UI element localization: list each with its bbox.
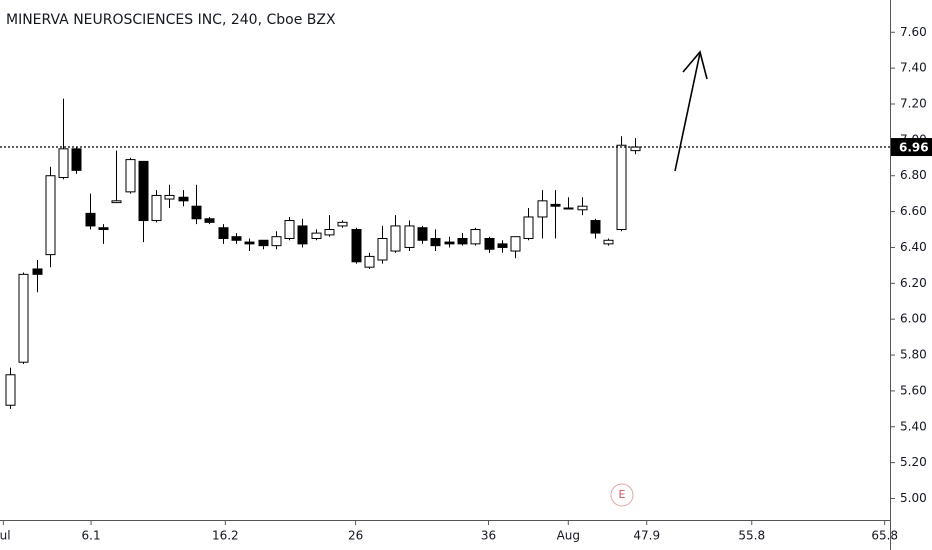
candle-body bbox=[325, 230, 334, 235]
candle-body bbox=[205, 219, 214, 223]
candle-body bbox=[112, 201, 121, 203]
candle-body bbox=[232, 237, 241, 241]
candle-body bbox=[551, 204, 560, 206]
y-tick-label: 5.40 bbox=[900, 419, 927, 433]
candle-body bbox=[126, 160, 135, 192]
candle-body bbox=[272, 237, 281, 246]
candle-body bbox=[298, 226, 307, 244]
last-price-label: 6.96 bbox=[899, 141, 929, 155]
y-tick-label: 7.60 bbox=[900, 25, 927, 39]
candle-body bbox=[431, 238, 440, 245]
y-tick-label: 6.60 bbox=[900, 204, 927, 218]
candle-body bbox=[458, 238, 467, 243]
candle-body bbox=[72, 149, 81, 171]
candle-body bbox=[617, 145, 626, 229]
candle-body bbox=[33, 269, 42, 274]
candle-body bbox=[445, 242, 454, 244]
x-tick-label: 55.8 bbox=[738, 529, 765, 543]
y-tick-label: 7.40 bbox=[900, 61, 927, 75]
background bbox=[0, 0, 932, 550]
candle-body bbox=[485, 238, 494, 249]
candle-body bbox=[285, 221, 294, 239]
y-tick-label: 5.20 bbox=[900, 455, 927, 469]
candle-body bbox=[152, 195, 161, 220]
candle-body bbox=[471, 230, 480, 244]
candle-body bbox=[511, 237, 520, 251]
x-tick-label: 65.8 bbox=[871, 529, 898, 543]
x-tick-label: Jul bbox=[0, 529, 11, 543]
candle-body bbox=[165, 195, 174, 199]
candle-body bbox=[338, 222, 347, 226]
candle-body bbox=[86, 213, 95, 226]
y-tick-label: 6.80 bbox=[900, 168, 927, 182]
candle-body bbox=[564, 208, 573, 209]
candle-body bbox=[391, 226, 400, 251]
x-tick-label: 16.2 bbox=[212, 529, 239, 543]
page: {"chart_data": { "type": "candlestick", … bbox=[0, 0, 932, 550]
candle-body bbox=[259, 240, 268, 245]
candle-body bbox=[378, 238, 387, 260]
x-tick-label: 47.9 bbox=[633, 529, 660, 543]
candle-body bbox=[192, 206, 201, 219]
candle-body bbox=[59, 149, 68, 178]
candle-body bbox=[405, 226, 414, 248]
y-tick-label: 5.60 bbox=[900, 383, 927, 397]
candle-body bbox=[312, 233, 321, 238]
candle-body bbox=[604, 240, 613, 244]
candle-body bbox=[365, 256, 374, 267]
candle-body bbox=[245, 242, 254, 244]
y-tick-label: 6.20 bbox=[900, 276, 927, 290]
candle-body bbox=[19, 274, 28, 362]
candle-body bbox=[538, 201, 547, 217]
candle-body bbox=[6, 375, 15, 405]
candle-body bbox=[179, 197, 188, 201]
candle-body bbox=[219, 228, 228, 239]
candle-body bbox=[46, 176, 55, 255]
candle-body bbox=[99, 228, 108, 230]
y-tick-label: 5.80 bbox=[900, 348, 927, 362]
x-tick-label: 26 bbox=[348, 529, 363, 543]
y-tick-label: 7.20 bbox=[900, 97, 927, 111]
x-tick-label: 6.1 bbox=[82, 529, 101, 543]
y-tick-label: 6.00 bbox=[900, 312, 927, 326]
candle-body bbox=[418, 228, 427, 241]
chart: MINERVA NEUROSCIENCES INC, 240, Cboe BZX… bbox=[0, 0, 932, 550]
candle-body bbox=[578, 206, 587, 210]
candle-body bbox=[352, 230, 361, 262]
y-tick-label: 6.40 bbox=[900, 240, 927, 254]
y-tick-label: 5.00 bbox=[900, 491, 927, 505]
chart-title: MINERVA NEUROSCIENCES INC, 240, Cboe BZX bbox=[6, 12, 336, 28]
earnings-label[interactable]: E bbox=[619, 488, 626, 501]
candle-body bbox=[524, 217, 533, 239]
candle-body bbox=[591, 221, 600, 234]
x-tick-label: 36 bbox=[481, 529, 496, 543]
candle-body bbox=[139, 161, 148, 220]
candle-body bbox=[498, 244, 507, 248]
x-tick-label: Aug bbox=[557, 529, 580, 543]
